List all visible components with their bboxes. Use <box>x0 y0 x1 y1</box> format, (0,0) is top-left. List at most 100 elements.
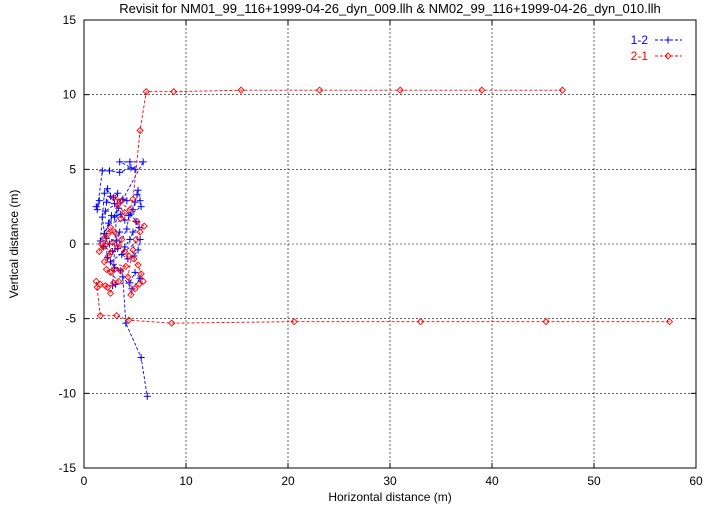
diamond-marker <box>478 86 486 94</box>
plus-marker <box>116 158 124 166</box>
diamond-marker <box>140 222 148 230</box>
diamond-marker <box>121 247 129 256</box>
plus-marker <box>93 206 101 214</box>
diamond-marker <box>315 86 324 94</box>
diamond-marker <box>103 283 112 291</box>
diamond-marker <box>558 86 567 94</box>
plus-marker <box>131 268 139 276</box>
y-tick-label: 0 <box>69 237 76 251</box>
plus-marker <box>118 250 126 258</box>
diamond-marker <box>95 247 103 256</box>
plus-marker <box>104 219 112 227</box>
plus-marker <box>137 353 145 361</box>
diamond-marker <box>106 289 115 297</box>
diamond-marker <box>125 316 133 324</box>
diamond-marker <box>115 277 123 285</box>
diamond-marker <box>290 318 298 326</box>
diamond-marker <box>106 223 115 232</box>
plus-marker <box>126 236 134 244</box>
y-tick-label: 5 <box>69 162 76 176</box>
diamond-marker <box>237 86 245 94</box>
diamond-marker <box>96 280 104 288</box>
y-tick-label: -5 <box>65 312 76 326</box>
plus-marker <box>101 207 109 215</box>
plus-marker <box>126 158 134 166</box>
diamond-marker <box>170 88 178 96</box>
x-tick-label: 40 <box>485 474 499 488</box>
legend-entry: 1-2 <box>631 33 682 47</box>
diamond-marker <box>135 280 143 288</box>
diamond-marker <box>118 235 126 244</box>
y-tick-label: 15 <box>63 13 77 27</box>
plus-marker <box>111 264 119 272</box>
diamond-marker <box>108 238 117 247</box>
series-layer <box>92 86 674 400</box>
legend: 1-22-1 <box>631 33 682 63</box>
y-tick-label: -15 <box>59 461 77 475</box>
plus-marker <box>111 213 119 221</box>
diamond-marker <box>136 126 144 135</box>
plus-marker <box>131 165 139 173</box>
plus-marker <box>92 203 100 211</box>
series-line <box>95 89 670 324</box>
diamond-marker <box>131 285 139 293</box>
plus-marker <box>111 200 119 208</box>
diamond-marker <box>542 318 550 326</box>
plus-marker <box>123 225 131 233</box>
diamond-marker <box>665 318 674 326</box>
plus-marker <box>136 236 144 244</box>
diamond-marker <box>96 312 104 320</box>
diamond-marker <box>100 234 109 242</box>
diamond-marker <box>130 255 138 263</box>
diamond-marker <box>127 291 135 299</box>
diamond-marker <box>117 267 125 275</box>
diamond-marker <box>106 268 115 277</box>
plus-marker <box>664 36 672 44</box>
plus-marker <box>102 198 110 206</box>
plus-marker <box>134 186 142 194</box>
diamond-marker <box>100 258 109 266</box>
series-2 <box>92 86 674 327</box>
diamond-marker <box>125 252 133 260</box>
plus-marker <box>106 167 113 175</box>
y-tick-label: -10 <box>59 386 77 400</box>
plus-marker <box>98 167 106 175</box>
diamond-marker <box>97 240 105 248</box>
diamond-marker <box>129 246 137 254</box>
x-tick-label: 60 <box>689 474 703 488</box>
plus-marker <box>122 319 130 327</box>
legend-label: 1-2 <box>631 33 649 47</box>
plus-marker <box>133 191 141 199</box>
diamond-marker <box>110 265 119 274</box>
diamond-marker <box>102 240 111 248</box>
diamond-marker <box>126 206 134 214</box>
x-tick-label: 0 <box>81 474 88 488</box>
diamond-marker <box>104 229 113 238</box>
diamond-marker <box>132 235 140 244</box>
legend-entry: 2-1 <box>631 49 682 63</box>
diamond-marker <box>117 214 125 223</box>
x-tick-label: 10 <box>179 474 193 488</box>
plus-marker <box>136 197 144 205</box>
diamond-marker <box>136 228 144 236</box>
plus-marker <box>100 230 108 238</box>
plus-marker <box>96 237 104 245</box>
plus-marker <box>108 212 116 220</box>
diamond-marker <box>109 194 118 202</box>
diamond-marker <box>396 86 404 94</box>
chart-title: Revisit for NM01_99_116+1999-04-26_dyn_0… <box>119 1 661 16</box>
y-tick-label: 10 <box>63 88 77 102</box>
plus-marker <box>116 168 124 176</box>
diamond-marker <box>168 319 176 327</box>
plus-marker <box>114 189 122 197</box>
diamond-marker <box>102 265 111 274</box>
diamond-marker <box>114 243 122 251</box>
plus-marker <box>117 267 125 275</box>
plus-marker <box>107 192 115 200</box>
diamond-marker <box>122 262 130 271</box>
legend-label: 2-1 <box>631 49 649 63</box>
x-axis-label: Horizontal distance (m) <box>328 490 451 504</box>
plus-marker <box>102 234 110 242</box>
diamond-marker <box>121 209 129 217</box>
plus-marker <box>103 185 111 193</box>
